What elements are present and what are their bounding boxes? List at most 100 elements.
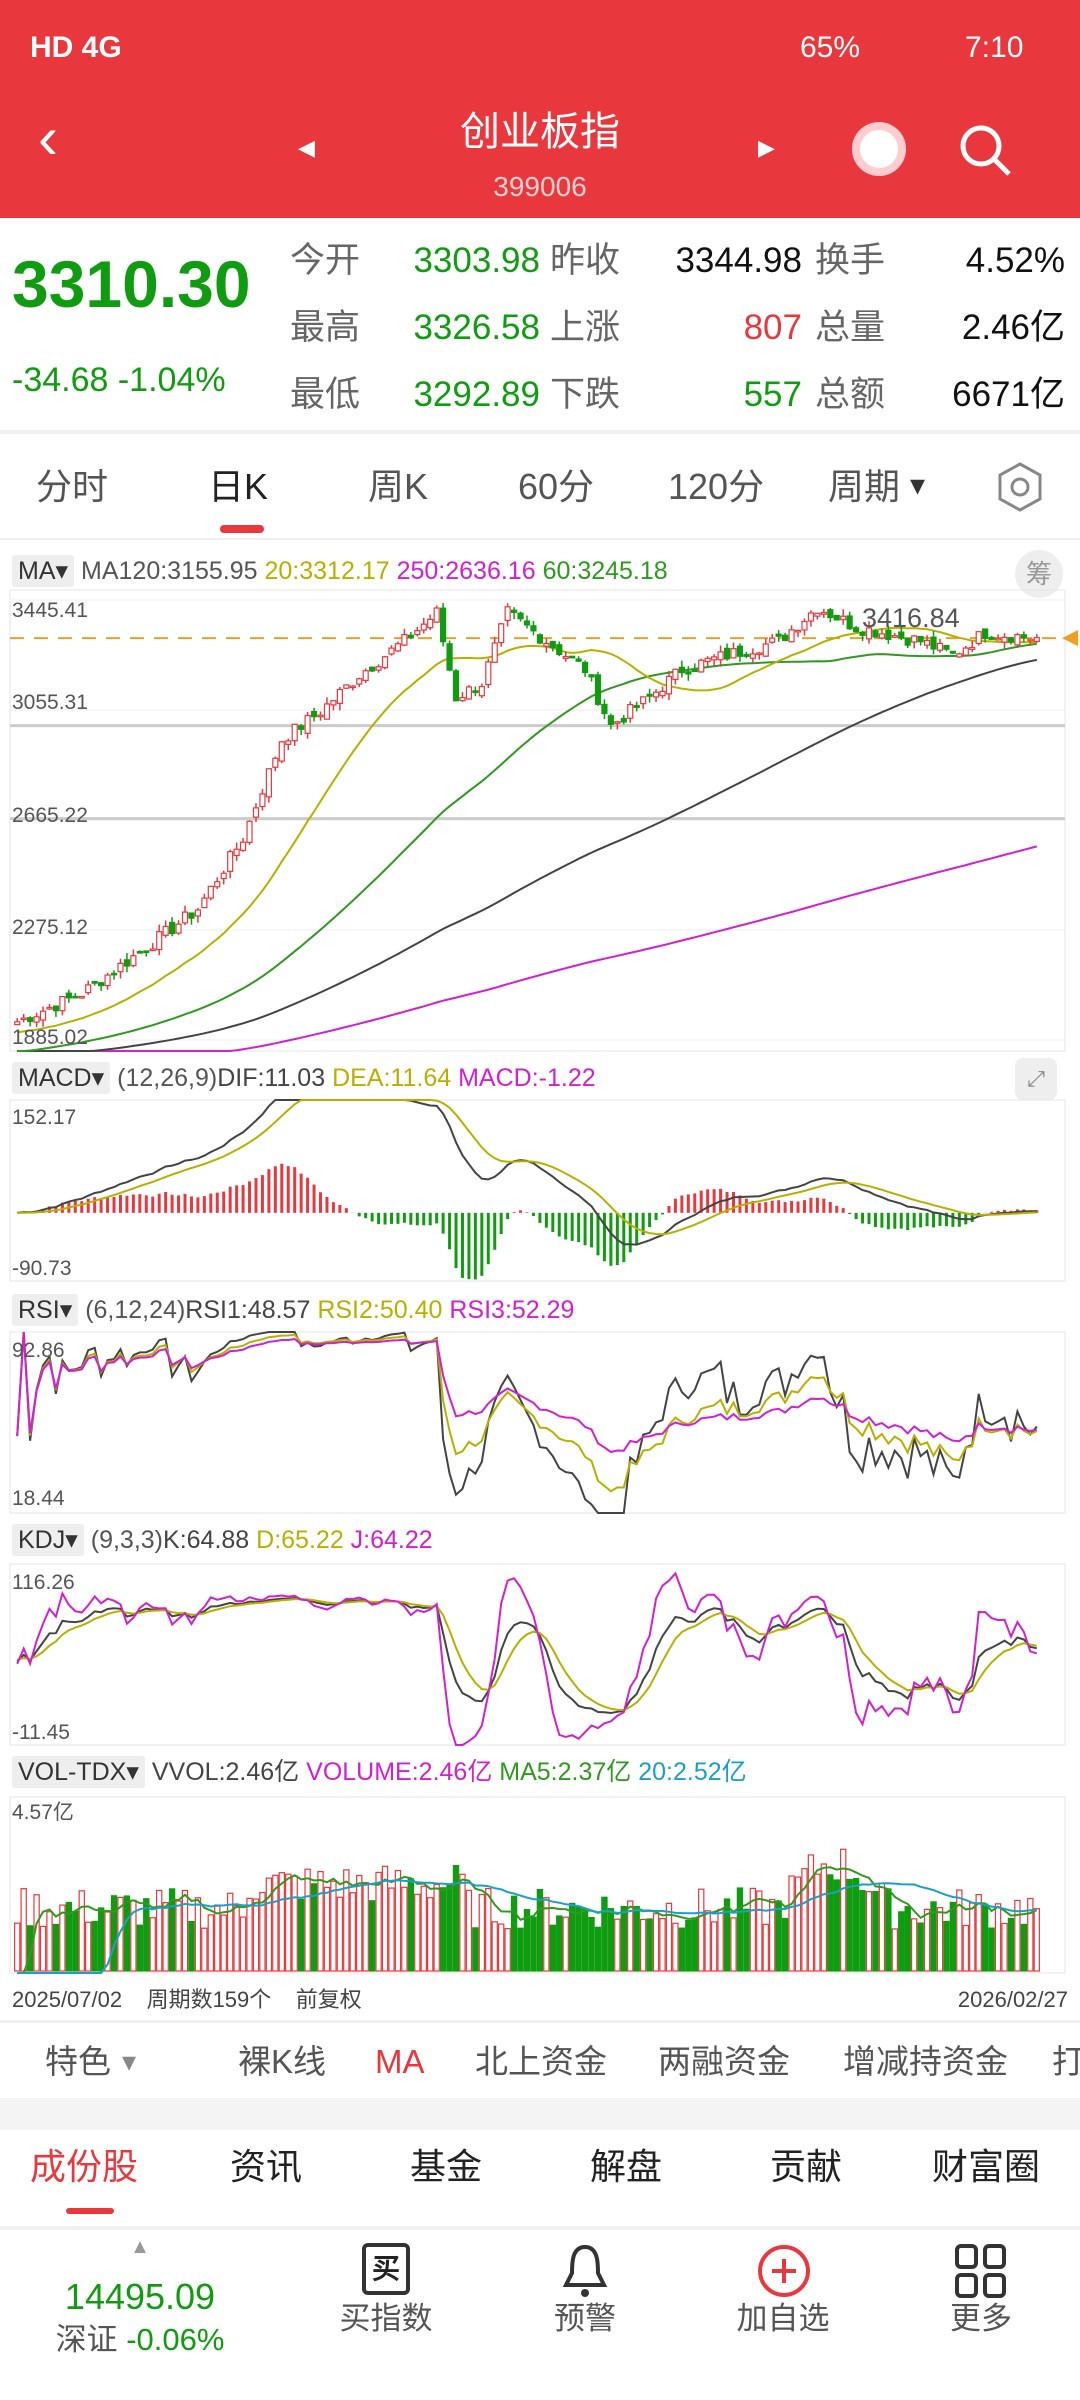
volume-bar xyxy=(556,1915,563,1972)
candle-body xyxy=(194,909,202,917)
volume-bar xyxy=(781,1917,789,1972)
grid-more-icon[interactable] xyxy=(954,2243,1008,2299)
volume-bar xyxy=(78,1890,85,1972)
axis-label: 18.44 xyxy=(12,1487,65,1510)
period-tab[interactable]: 60分 xyxy=(518,466,595,507)
candle-body xyxy=(323,703,331,720)
feature-tab[interactable]: 裸K线 xyxy=(238,2043,327,2080)
candle-body xyxy=(272,757,279,768)
volume-bar xyxy=(775,1900,782,1972)
feature-tab[interactable]: 特色 xyxy=(45,2043,111,2080)
axis-label: 2665.22 xyxy=(12,804,88,827)
candle-body xyxy=(375,666,382,671)
kdj-selector[interactable]: KDJ▾ xyxy=(12,1524,84,1556)
candle-body xyxy=(549,640,556,649)
volume-bar xyxy=(736,1887,744,1972)
feature-tab[interactable]: 增减持资金 xyxy=(843,2043,1008,2080)
next-index-icon[interactable]: ▶ xyxy=(758,135,775,160)
content-tab[interactable]: 资讯 xyxy=(230,2146,303,2187)
candle-body xyxy=(162,925,169,936)
vol-selector[interactable]: VOL-TDX▾ xyxy=(12,1756,145,1788)
bell-icon[interactable] xyxy=(560,2243,610,2299)
candle-body xyxy=(214,881,221,888)
candle-body xyxy=(865,627,873,640)
volume-bar xyxy=(543,1897,550,1972)
mascot-icon[interactable] xyxy=(852,122,906,176)
volume-bar xyxy=(26,1925,34,1972)
content-tab[interactable]: 解盘 xyxy=(590,2146,663,2187)
content-tab[interactable]: 贡献 xyxy=(770,2146,843,2187)
feature-tab[interactable]: 打 xyxy=(1052,2043,1080,2080)
adjust-mode[interactable]: 前复权 xyxy=(295,1987,362,2012)
period-tab[interactable]: 120分 xyxy=(668,466,765,507)
candle-body xyxy=(898,631,905,639)
nav-more[interactable]: 更多 xyxy=(950,2301,1012,2336)
volume-bar xyxy=(39,1925,47,1972)
candle-body xyxy=(252,807,260,818)
macd-selector[interactable]: MACD▾ xyxy=(12,1062,111,1094)
volume-bar xyxy=(1027,1897,1034,1972)
nav-buy-index[interactable]: 买指数 xyxy=(339,2301,433,2336)
volume-bar xyxy=(207,1914,215,1972)
ma-selector[interactable]: MA▾ xyxy=(12,555,75,587)
ma250-value: 250:2636.16 xyxy=(396,557,536,585)
nav-alert[interactable]: 预警 xyxy=(554,2301,616,2336)
volume-bar xyxy=(659,1917,666,1972)
high-marker: 3416.84 xyxy=(862,603,960,633)
feature-tab[interactable]: MA xyxy=(375,2043,425,2080)
search-icon[interactable] xyxy=(955,120,1015,180)
candle-body xyxy=(220,872,227,880)
feature-tab[interactable]: 两融资金 xyxy=(658,2043,790,2080)
candle-body xyxy=(117,962,124,973)
content-tab[interactable]: 成份股 xyxy=(30,2146,139,2187)
buy-index-icon[interactable]: 买 xyxy=(362,2243,410,2295)
prev-index-icon[interactable]: ◀ xyxy=(298,135,315,160)
volume-bar xyxy=(465,1889,473,1972)
candle-body xyxy=(310,710,318,718)
volume-bar xyxy=(407,1878,415,1972)
quote-label: 下跌 xyxy=(550,375,621,414)
candle-body xyxy=(543,642,550,647)
candle-body xyxy=(775,633,782,637)
rsi-selector[interactable]: RSI▾ xyxy=(12,1294,79,1326)
candle-body xyxy=(188,912,195,919)
candle-body xyxy=(52,1005,60,1012)
volume-bar xyxy=(52,1923,60,1972)
volume-bar xyxy=(981,1903,989,1972)
content-tab[interactable]: 财富圈 xyxy=(932,2146,1041,2187)
expand-icon[interactable]: ⤢ xyxy=(1015,1058,1057,1100)
back-icon[interactable]: ‹ xyxy=(38,104,58,171)
candle-body xyxy=(711,656,718,661)
volume-bar xyxy=(291,1875,298,1972)
volume-bar xyxy=(504,1928,511,1972)
candle-body xyxy=(246,820,253,844)
shenzhen-index-ticker[interactable]: ▲ 14495.09 深证 -0.06% xyxy=(55,2236,225,2357)
candle-body xyxy=(298,725,305,730)
quote-value: 557 xyxy=(743,375,802,414)
volume-bar xyxy=(491,1921,498,1972)
current-price: 3310.30 xyxy=(12,247,251,321)
feature-tab[interactable]: 北上资金 xyxy=(475,2043,607,2080)
ma120-line xyxy=(17,658,1037,1052)
candle-body xyxy=(904,637,911,646)
volume-bar xyxy=(665,1902,673,1972)
candle-body xyxy=(581,661,589,674)
volume-bar xyxy=(233,1904,240,1972)
nav-add-watchlist[interactable]: 加自选 xyxy=(736,2301,830,2336)
dea-line xyxy=(17,1099,1037,1236)
volume-bar xyxy=(459,1873,466,1972)
candle-body xyxy=(98,982,105,987)
candlestick-chart[interactable] xyxy=(0,588,1080,1053)
period-tab[interactable]: 日K xyxy=(208,466,269,507)
volume-bar xyxy=(930,1901,937,1972)
period-tab[interactable]: 周K xyxy=(368,466,429,507)
period-tab[interactable]: 分时 xyxy=(36,466,109,507)
volume-bar xyxy=(117,1896,124,1972)
add-watchlist-icon[interactable] xyxy=(756,2243,812,2299)
content-tab[interactable]: 基金 xyxy=(410,2146,483,2187)
volume-bar xyxy=(375,1871,382,1972)
candle-body xyxy=(381,656,389,669)
settings-hexagon-icon[interactable] xyxy=(995,460,1045,514)
volume-bar xyxy=(59,1904,66,1972)
period-tab[interactable]: 周期 xyxy=(828,466,901,507)
